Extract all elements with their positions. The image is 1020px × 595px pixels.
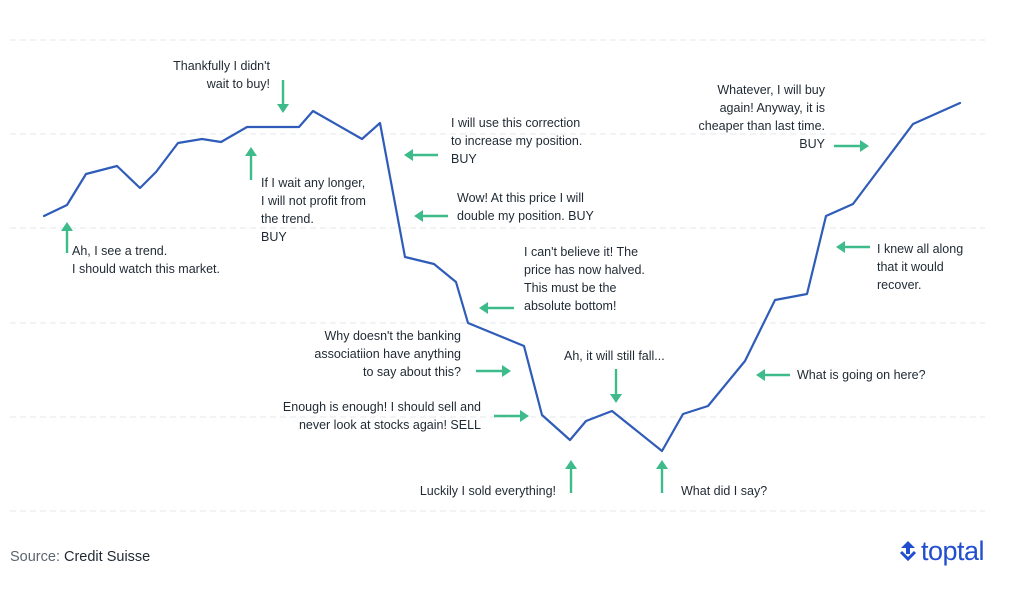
annotation-double-position: Wow! At this price I will double my posi…: [457, 191, 594, 223]
annotation-arrow-icon: [61, 222, 73, 253]
source-label: Source:: [10, 549, 64, 565]
annotation-sell: Enough is enough! I should sell and neve…: [282, 400, 481, 432]
brand-name: toptal: [920, 536, 985, 566]
annotation-arrow-icon: [494, 410, 529, 422]
toptal-logo: toptal: [898, 536, 985, 567]
annotation-banking: Why doesn't the banking associatiion hav…: [314, 329, 461, 379]
annotation-arrow-icon: [476, 365, 511, 377]
annotation-halved: I can't believe it! The price has now ha…: [524, 245, 645, 313]
chart: [10, 39, 985, 512]
annotation-what-is-going-on: What is going on here?: [797, 368, 926, 382]
source-credit: Source: Credit Suisse: [10, 549, 150, 565]
annotation-arrow-icon: [404, 149, 438, 161]
annotation-still-fall: Ah, it will still fall...: [564, 349, 665, 363]
annotation-arrow-icon: [479, 302, 514, 314]
annotation-sold-everything: Luckily I sold everything!: [419, 484, 556, 498]
chart-arrows: [61, 80, 870, 493]
annotation-arrow-icon: [656, 460, 668, 493]
annotation-didnt-wait: Thankfully I didn't wait to buy!: [173, 59, 270, 91]
annotation-arrow-icon: [245, 147, 257, 180]
annotation-arrow-icon: [834, 140, 869, 152]
price-line: [42, 101, 962, 453]
annotation-knew-recover: I knew all along that it would recover.: [877, 242, 964, 292]
annotation-buy-again: Whatever, I will buy again! Anyway, it i…: [698, 83, 825, 151]
annotation-wait-longer: If I wait any longer, I will not profit …: [261, 176, 366, 244]
annotation-arrow-icon: [610, 369, 622, 403]
source-value: Credit Suisse: [64, 549, 151, 565]
annotation-arrow-icon: [565, 460, 577, 493]
annotation-arrow-icon: [277, 80, 289, 113]
annotation-arrow-icon: [756, 369, 790, 381]
annotation-correction: I will use this correction to increase m…: [451, 116, 583, 166]
annotation-trend: Ah, I see a trend. I should watch this m…: [72, 244, 220, 276]
annotation-arrow-icon: [836, 241, 870, 253]
annotation-arrow-icon: [414, 210, 448, 222]
annotation-what-did-i-say: What did I say?: [681, 484, 768, 498]
toptal-mark-icon: [899, 540, 916, 561]
